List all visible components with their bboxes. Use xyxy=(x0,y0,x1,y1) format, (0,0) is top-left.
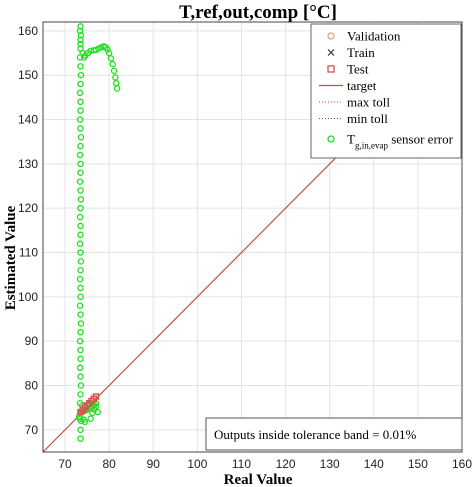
sensor-error-point xyxy=(76,151,84,159)
sensor-error-point xyxy=(77,187,84,194)
sensor-error-point xyxy=(77,204,84,212)
sensor-error-point xyxy=(77,258,85,265)
sensor-error-point xyxy=(81,418,89,426)
sensor-error-point xyxy=(110,67,118,75)
sensor-error-point xyxy=(77,266,84,274)
sensor-error-point xyxy=(77,98,84,106)
sensor-error-point xyxy=(77,284,84,292)
sensor-error-point xyxy=(77,382,85,389)
sensor-error-point xyxy=(77,125,84,132)
sensor-error-point xyxy=(113,85,121,92)
y-axis-label: Estimated Value xyxy=(3,205,19,310)
annotation-text: Outputs inside tolerance band = 0.01% xyxy=(214,427,416,442)
legend-label: Tg,in,evap sensor error xyxy=(347,132,454,151)
x-tick-label: 70 xyxy=(58,457,72,471)
x-tick-label: 130 xyxy=(320,457,340,471)
x-axis-ticks: 70 80 90 100 110 120 130 140 150 160 xyxy=(58,457,472,471)
data-series xyxy=(42,23,463,453)
sensor-error-point xyxy=(77,71,85,79)
sensor-error-point xyxy=(77,80,84,88)
sensor-error-point xyxy=(77,23,84,30)
x-tick-label: 90 xyxy=(147,457,161,471)
sensor-error-point xyxy=(76,240,84,247)
y-tick-label: 80 xyxy=(25,379,39,393)
sensor-error-point xyxy=(77,329,84,336)
sensor-error-point xyxy=(77,249,84,256)
legend-label: Test xyxy=(347,62,369,77)
legend-marker-circle xyxy=(327,32,335,40)
sensor-error-point xyxy=(77,391,84,398)
legend-label: target xyxy=(347,78,377,93)
x-tick-label: 160 xyxy=(452,457,472,471)
y-tick-label: 120 xyxy=(18,201,38,215)
sensor-error-point xyxy=(77,426,84,434)
sensor-error-point xyxy=(77,40,84,48)
sensor-error-point xyxy=(77,346,84,354)
sensor-error-point xyxy=(77,311,84,318)
sensor-error-point xyxy=(104,46,111,53)
x-tick-label: 80 xyxy=(102,457,116,471)
x-tick-label: 140 xyxy=(364,457,384,471)
y-tick-label: 130 xyxy=(18,157,38,171)
sensor-error-point xyxy=(77,373,84,380)
legend-frame xyxy=(310,23,462,159)
sensor-error-point xyxy=(112,74,119,81)
x-tick-label: 110 xyxy=(232,457,251,471)
sensor-error-point xyxy=(76,89,84,97)
y-tick-label: 160 xyxy=(18,24,38,38)
sensor-error-point xyxy=(87,415,94,423)
legend-label: Train xyxy=(347,45,375,60)
sensor-error-point xyxy=(76,302,84,309)
y-tick-label: 90 xyxy=(25,334,39,348)
legend-label: min toll xyxy=(347,111,388,126)
sensor-error-point xyxy=(77,196,85,203)
sensor-error-point xyxy=(76,337,84,345)
sensor-error-point xyxy=(77,320,85,327)
sensor-error-point xyxy=(77,32,85,39)
sensor-error-point xyxy=(77,435,84,442)
x-tick-label: 150 xyxy=(408,457,428,471)
sensor-error-point xyxy=(77,142,84,150)
legend-marker-square xyxy=(327,65,335,73)
y-tick-label: 100 xyxy=(18,290,38,304)
sensor-error-point xyxy=(77,222,84,230)
y-tick-label: 110 xyxy=(19,246,38,260)
sensor-error-point xyxy=(77,169,84,176)
sensor-error-point xyxy=(77,63,84,70)
sensor-error-point xyxy=(76,116,84,123)
sensor-error-point xyxy=(94,408,101,416)
test-point xyxy=(92,393,100,400)
legend-label: max toll xyxy=(347,95,390,110)
legend-marker-x xyxy=(327,49,335,56)
sensor-error-point xyxy=(76,415,84,423)
sensor-error-point xyxy=(76,178,84,185)
y-axis-ticks: 70 80 90 100 110 120 130 140 150 160 xyxy=(18,24,38,437)
x-axis-label: Real Value xyxy=(224,472,293,487)
sensor-error-point xyxy=(109,60,116,68)
sensor-error-point xyxy=(76,213,84,221)
chart-title: T,ref,out,comp [°C] xyxy=(179,2,337,23)
annotation-frame xyxy=(205,417,463,451)
y-tick-label: 70 xyxy=(25,423,39,437)
sensor-error-point xyxy=(77,160,84,168)
sensor-error-point xyxy=(77,293,84,301)
y-tick-label: 150 xyxy=(18,68,38,82)
x-tick-label: 120 xyxy=(276,457,296,471)
legend-label: Validation xyxy=(347,29,401,44)
sensor-error-point xyxy=(76,364,84,372)
y-tick-label: 140 xyxy=(18,113,38,127)
sensor-error-point xyxy=(77,134,85,141)
sensor-error-point xyxy=(107,55,115,62)
sensor-error-point xyxy=(77,107,84,114)
sensor-error-point xyxy=(77,36,84,43)
sensor-error-point xyxy=(77,355,84,363)
legend-marker-circle xyxy=(327,135,335,143)
sensor-error-point xyxy=(77,231,84,239)
plot-frame xyxy=(42,21,463,453)
x-tick-label: 100 xyxy=(187,457,207,471)
sensor-error-point xyxy=(76,275,84,283)
tolerance-annotation: Outputs inside tolerance band = 0.01% xyxy=(205,417,463,451)
